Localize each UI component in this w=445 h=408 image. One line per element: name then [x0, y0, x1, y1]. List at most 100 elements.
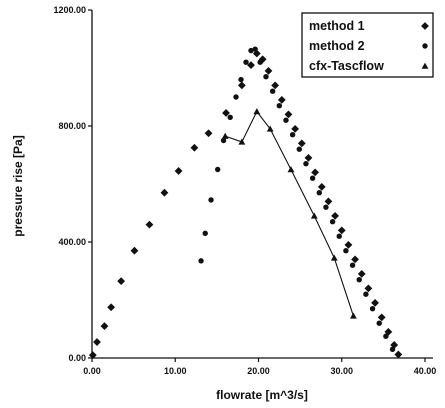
data-point	[107, 303, 116, 312]
data-point	[204, 129, 213, 138]
data-point	[247, 61, 255, 69]
data-point	[271, 81, 280, 90]
data-point	[317, 183, 326, 191]
data-point	[202, 230, 208, 236]
data-point	[222, 109, 230, 117]
data-point	[266, 125, 274, 132]
legend-marker	[422, 43, 428, 49]
x-tick-label: 40.00	[414, 366, 437, 376]
data-point	[303, 161, 309, 167]
data-point	[289, 132, 296, 138]
data-point	[296, 146, 302, 152]
x-tick-label: 10.00	[164, 366, 187, 376]
data-point	[336, 233, 342, 239]
data-point	[253, 108, 261, 115]
y-axis-label: pressure rise [Pa]	[11, 135, 25, 236]
data-point	[349, 262, 356, 268]
series-2	[221, 108, 357, 319]
data-point	[264, 67, 273, 75]
data-point	[276, 103, 283, 109]
data-point	[376, 320, 382, 326]
data-point	[389, 346, 396, 352]
data-point	[371, 299, 379, 307]
data-point	[310, 212, 318, 219]
data-point	[208, 197, 214, 203]
data-point	[283, 117, 289, 123]
data-point	[394, 350, 403, 359]
legend-marker	[421, 62, 429, 69]
x-tick-label: 20.00	[247, 366, 270, 376]
data-point	[215, 166, 221, 173]
plot-area: 0.00 10.00 20.00 30.00 40.00 0.00 400.00 800.00…	[53, 5, 436, 376]
x-tick-label: 0.00	[83, 366, 101, 376]
data-point	[88, 351, 97, 359]
series-layer	[88, 46, 403, 359]
data-point	[323, 204, 329, 210]
data-point	[304, 154, 313, 162]
data-point	[331, 212, 339, 220]
legend-label-method-1: method 1	[309, 19, 365, 33]
data-point	[233, 94, 239, 100]
data-point	[243, 59, 249, 65]
series-0	[88, 49, 403, 359]
legend-label-cfx-tascflow: cfx-Tascflow	[309, 59, 384, 73]
data-point	[190, 143, 199, 152]
data-point	[263, 74, 269, 80]
data-point	[356, 277, 362, 283]
data-point	[297, 139, 306, 148]
data-point	[324, 197, 333, 206]
data-point	[284, 110, 293, 119]
data-point	[369, 306, 376, 312]
data-point	[309, 175, 316, 181]
data-point	[117, 277, 126, 286]
data-point	[100, 322, 109, 330]
data-point	[344, 241, 353, 249]
data-point	[363, 291, 369, 297]
data-point	[130, 246, 139, 255]
data-point	[311, 168, 320, 177]
data-point	[237, 81, 246, 90]
data-point	[351, 255, 359, 264]
series-line	[225, 110, 354, 317]
data-point	[357, 270, 366, 278]
data-point	[227, 114, 233, 121]
data-point	[337, 226, 346, 235]
data-point	[287, 166, 295, 173]
x-axis-label: flowrate [m^3/s]	[216, 388, 308, 402]
data-point	[257, 59, 263, 65]
data-point	[160, 188, 169, 197]
y-tick-label: 1200.00	[53, 5, 86, 15]
data-point	[220, 137, 227, 144]
data-point	[198, 258, 204, 264]
legend-label-method-2: method 2	[309, 39, 365, 53]
data-point	[329, 219, 336, 225]
data-point	[291, 125, 300, 133]
data-point	[238, 138, 246, 145]
data-point	[252, 46, 258, 52]
data-point	[350, 312, 357, 319]
x-tick-label: 30.00	[330, 366, 353, 376]
y-tick-label: 400.00	[58, 237, 86, 247]
data-point	[377, 313, 386, 322]
data-point	[269, 88, 276, 94]
data-point	[330, 254, 338, 261]
data-point	[238, 76, 244, 83]
data-point	[343, 248, 349, 254]
data-point	[174, 167, 183, 175]
data-point	[316, 190, 322, 196]
legend-box	[301, 12, 434, 78]
data-point	[221, 132, 229, 139]
series-1	[198, 46, 396, 352]
y-tick-label: 0.00	[68, 353, 86, 363]
data-point	[93, 338, 101, 346]
data-point	[277, 96, 286, 104]
legend: method 1 method 2 cfx-Tascflow	[301, 12, 434, 78]
legend-marker	[421, 22, 429, 30]
legend-markers	[421, 22, 429, 69]
data-point	[248, 47, 254, 54]
axis-ticks: 0.00 10.00 20.00 30.00 40.00 0.00 400.00 800.00…	[53, 5, 436, 376]
y-tick-label: 800.00	[58, 121, 86, 131]
data-point	[383, 333, 389, 339]
data-point	[364, 284, 373, 293]
